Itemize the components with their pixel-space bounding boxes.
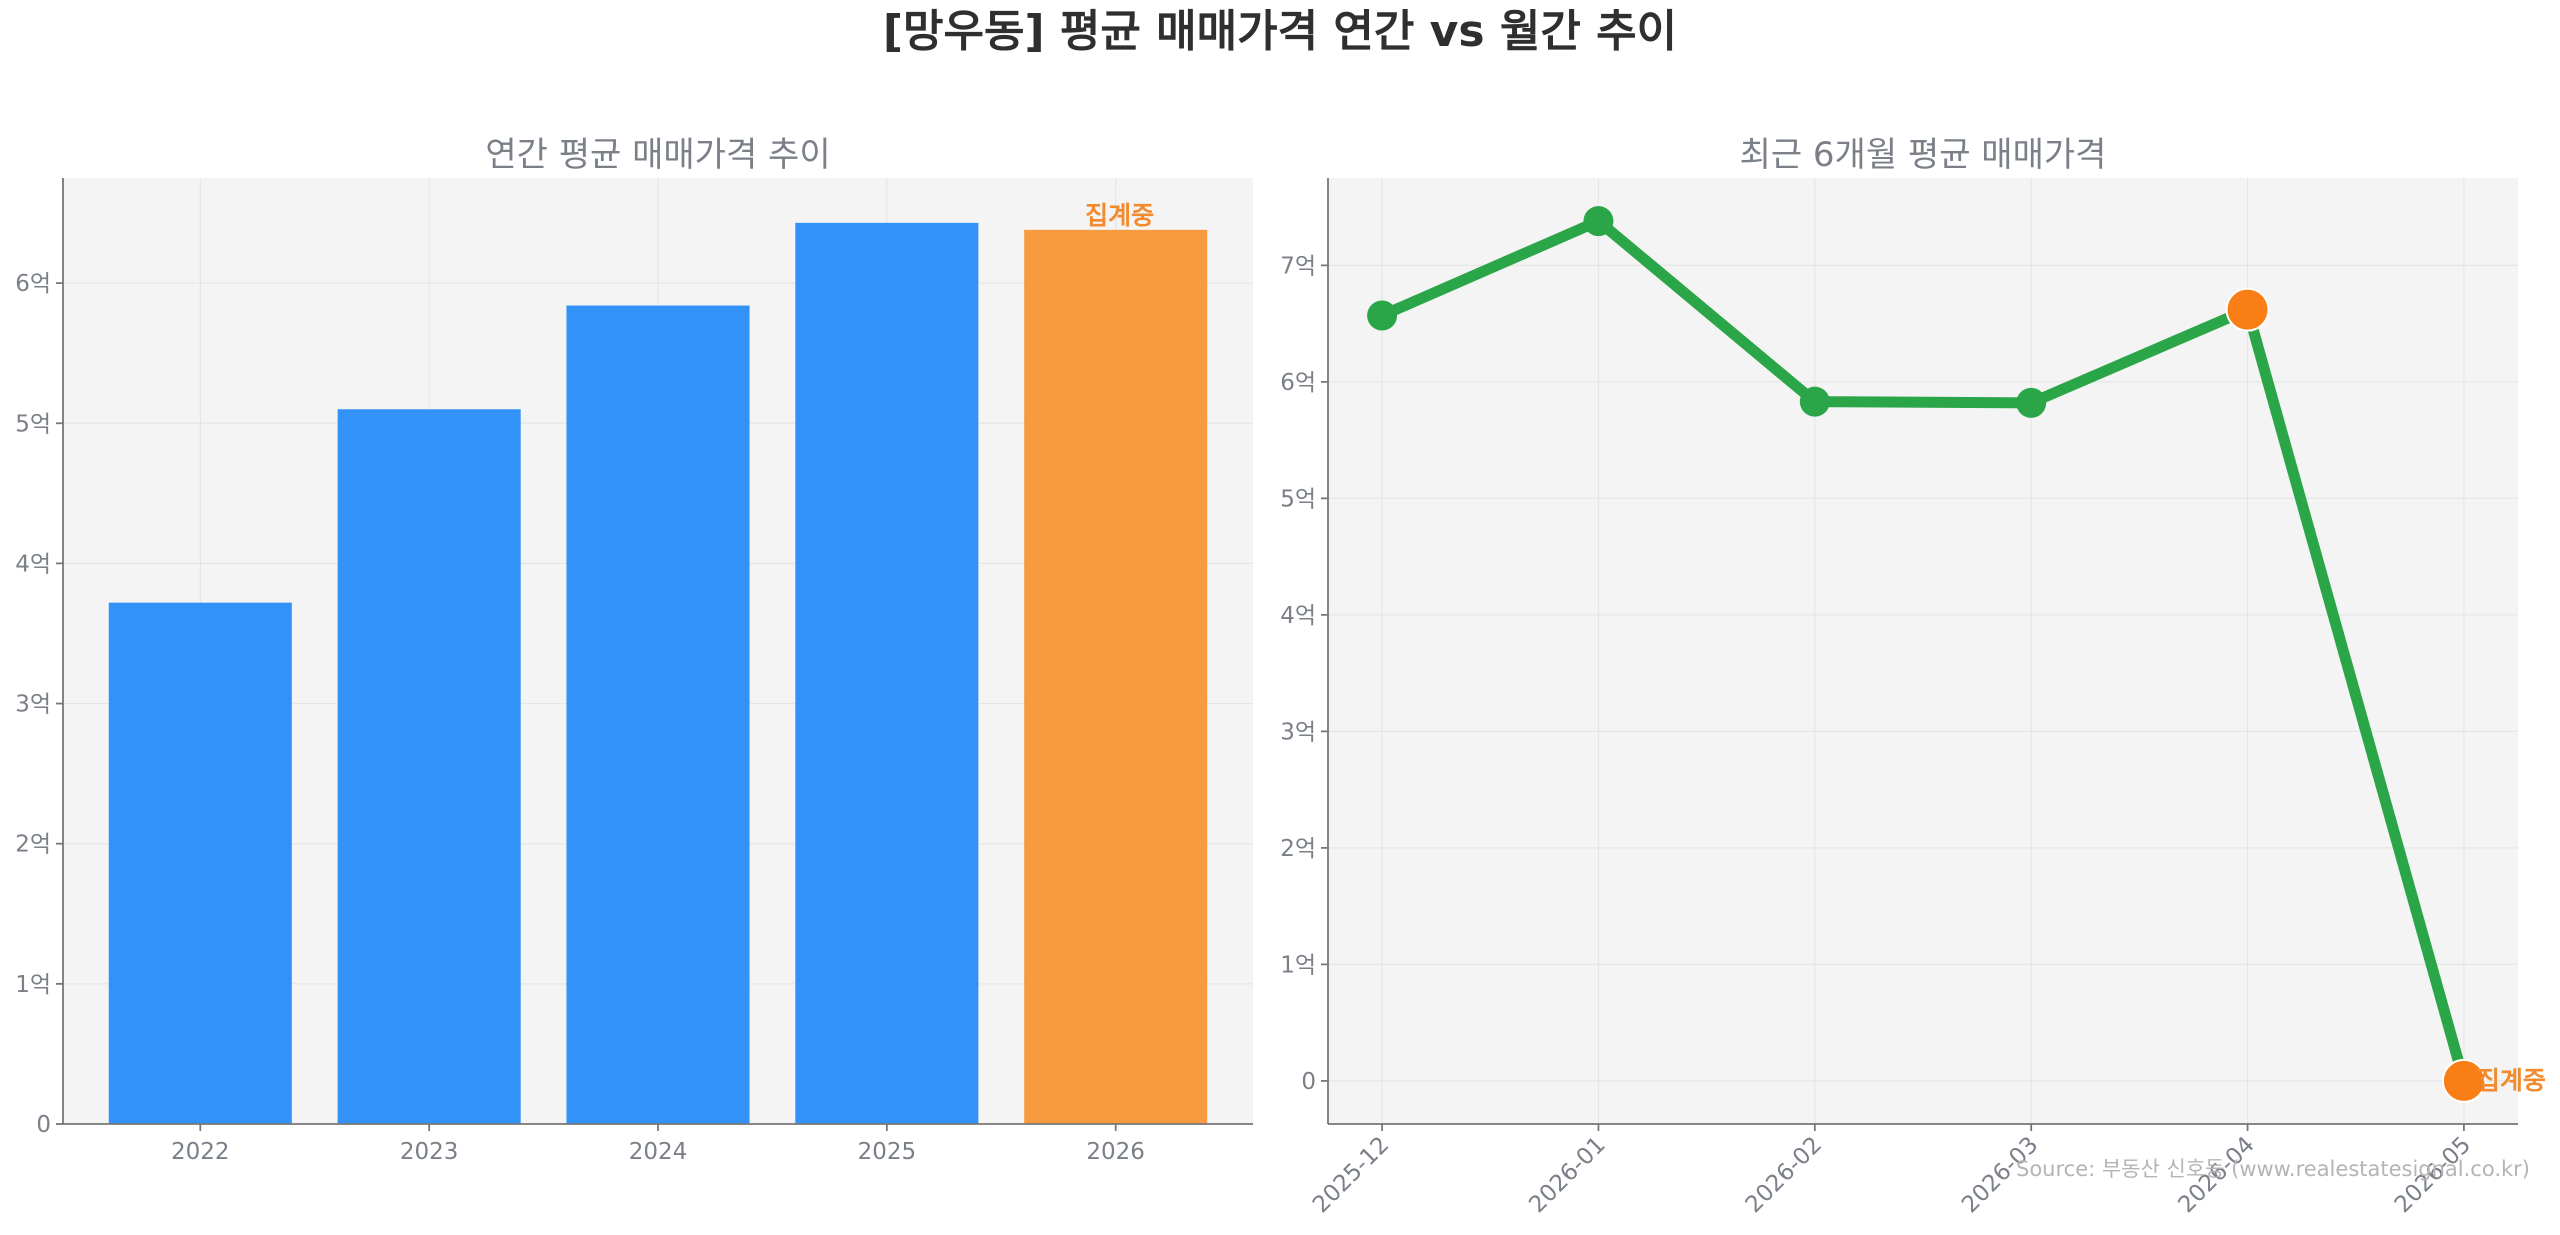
partial-point-2026-05: [2441, 1058, 2486, 1103]
y-tick-label: 3억: [1280, 719, 1316, 745]
y-tick-label: 6억: [15, 271, 51, 297]
partial-annotation: 집계중: [1085, 201, 1154, 230]
bar-2025: [795, 222, 979, 1124]
y-tick-label: 0: [1301, 1069, 1316, 1095]
x-tick-label: 2025: [858, 1139, 917, 1165]
annual-bar-chart: 0 1억 2억 3억 4억 5억 6억 2022 2023 2024 2025 2026 집계중 연간 평…: [15, 135, 1253, 1165]
series-line: [1376, 215, 2470, 1087]
bar-2023: [337, 409, 521, 1124]
x-tick-label: 2025-12: [1308, 1132, 1394, 1218]
x-tick-label: 2023: [400, 1139, 459, 1165]
partial-annotation: 집계중: [2477, 1066, 2546, 1095]
x-tick-label: 2026-02: [1741, 1132, 1827, 1218]
y-tick-label: 3억: [15, 692, 51, 718]
y-tick-label: 1억: [15, 972, 51, 998]
y-tick-label: 6억: [1280, 370, 1316, 396]
x-tick-label: 2026: [1086, 1139, 1145, 1165]
y-tick-label: 2억: [1280, 836, 1316, 862]
subplot-title: 최근 6개월 평균 매매가격: [1740, 135, 2107, 175]
bar-2026-partial: [1024, 229, 1208, 1125]
data-point-2025-12: [1367, 300, 1398, 331]
x-tick-label: 2022: [171, 1139, 230, 1165]
partial-point-2026-04: [2225, 287, 2270, 332]
y-tick-label: 7억: [1280, 253, 1316, 279]
y-tick-label: 0: [36, 1112, 51, 1138]
main-title: [망우동] 평균 매매가격 연간 vs 월간 추이: [882, 6, 1678, 57]
plot-area: [1328, 178, 2518, 1124]
y-tick-label: 5억: [15, 411, 51, 437]
y-tick-label: 2억: [15, 832, 51, 858]
data-point-2026-01: [1583, 206, 1614, 237]
source-text: Source: 부동산 신호등 (www.realestatesignal.co…: [2016, 1157, 2530, 1181]
data-point-2026-02: [1799, 386, 1830, 417]
data-point-2026-03: [2016, 387, 2047, 418]
x-tick-label: 2026-01: [1524, 1132, 1610, 1218]
y-tick-label: 4억: [15, 551, 51, 577]
y-tick-label: 5억: [1280, 486, 1316, 512]
subplot-title: 연간 평균 매매가격 추이: [485, 135, 830, 175]
y-tick-label: 4억: [1280, 603, 1316, 629]
x-tick-label: 2024: [629, 1139, 688, 1165]
bar-2022: [108, 602, 292, 1124]
y-tick-label: 1억: [1280, 952, 1316, 978]
bar-2024: [566, 305, 750, 1125]
